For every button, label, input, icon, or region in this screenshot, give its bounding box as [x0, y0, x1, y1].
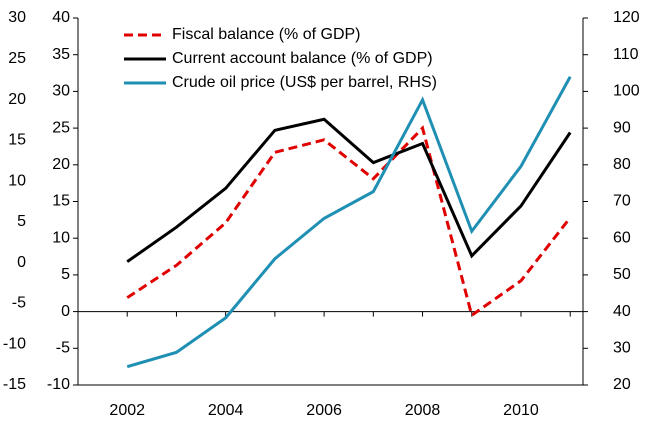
y3-tick-label: -5: [12, 295, 26, 312]
y3-tick-label: 0: [17, 254, 26, 271]
y-tick-label: 5: [61, 266, 70, 283]
legend-label: Crude oil price (US$ per barrel, RHS): [172, 74, 437, 91]
y-tick-label: 0: [61, 303, 70, 320]
x-tick-label: 2008: [405, 402, 441, 419]
y-tick-label: -10: [47, 376, 70, 393]
y-tick-label: 15: [52, 193, 70, 210]
y3-tick-label: 20: [8, 91, 26, 108]
y2-tick-label: 80: [613, 156, 631, 173]
y3-tick-label: 5: [17, 213, 26, 230]
y3-tick-label: -10: [3, 335, 26, 352]
y3-tick-label: 15: [8, 132, 26, 149]
series-line: [126, 125, 572, 318]
y2-tick-label: 20: [613, 376, 631, 393]
y2-tick-label: 120: [613, 9, 640, 26]
x-tick-label: 2006: [306, 402, 342, 419]
y-tick-label: 10: [52, 229, 70, 246]
y2-tick-label: 40: [613, 303, 631, 320]
series-line: [126, 75, 572, 369]
y-tick-label: 35: [52, 46, 70, 63]
legend-label: Fiscal balance (% of GDP): [172, 26, 361, 43]
y-tick-label: 25: [52, 119, 70, 136]
y-tick-label: 20: [52, 156, 70, 173]
legend-label: Current account balance (% of GDP): [172, 50, 433, 67]
y-tick-label: 40: [52, 9, 70, 26]
y2-tick-label: 60: [613, 229, 631, 246]
y2-tick-label: 110: [613, 46, 639, 63]
y2-tick-label: 30: [613, 340, 631, 357]
series-line: [126, 117, 572, 263]
y3-tick-label: 10: [8, 172, 26, 189]
x-tick-label: 2002: [109, 402, 145, 419]
y2-tick-label: 90: [613, 119, 631, 136]
y-tick-label: 30: [52, 83, 70, 100]
y2-tick-label: 70: [613, 193, 631, 210]
y3-tick-label: -15: [3, 376, 26, 393]
y3-tick-label: 25: [8, 50, 26, 67]
y-tick-label: -5: [56, 340, 70, 357]
x-tick-label: 2004: [208, 402, 244, 419]
y3-tick-label: 30: [8, 9, 26, 26]
x-tick-label: 2010: [503, 402, 539, 419]
y2-tick-label: 100: [613, 83, 640, 100]
y2-tick-label: 50: [613, 266, 631, 283]
